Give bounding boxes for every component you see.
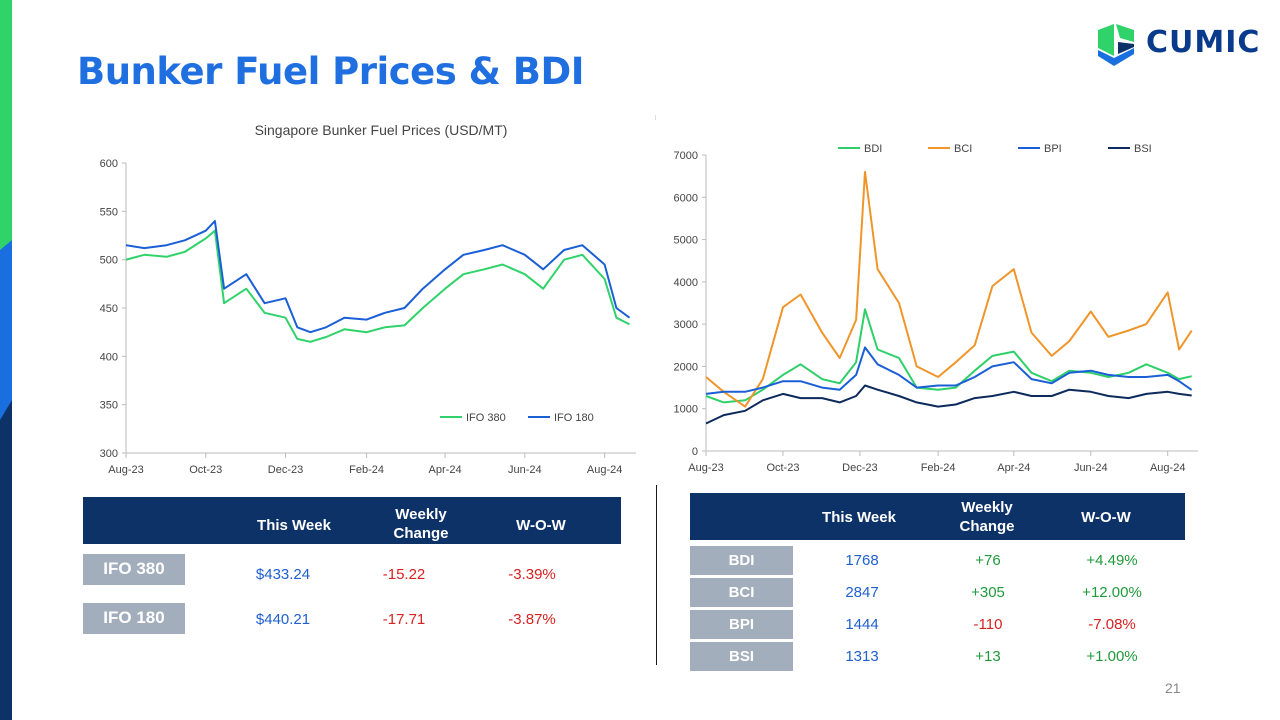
side-accent-bar <box>0 0 12 720</box>
x-tick-label: Apr-24 <box>997 462 1030 474</box>
legend-label: IFO 180 <box>554 412 594 424</box>
dry-bulk-index-chart: 0 1000 2000 3000 4000 5000 6000 7000 Aug-23 Oct-2… <box>660 135 1220 480</box>
ifo180-change: -17.71 <box>382 611 426 628</box>
y-tick-label: 550 <box>100 206 118 218</box>
row-label-ifo180: IFO 180 <box>83 603 185 634</box>
series-line-bsi <box>705 384 1192 425</box>
bdi-this-week: 1768 <box>845 552 879 569</box>
x-tick-label: Jun-24 <box>508 464 542 476</box>
header-weekly-change: Weekly Change <box>393 506 449 542</box>
ifo380-this-week: $433.24 <box>255 566 311 583</box>
x-tick-label: Feb-24 <box>921 462 956 474</box>
bpi-this-week: 1444 <box>845 616 879 633</box>
header-weekly-change: Weekly Change <box>959 499 1015 535</box>
page-number: 21 <box>1165 680 1181 696</box>
y-tick-label: 0 <box>692 446 698 458</box>
x-tick-label: Aug-23 <box>108 464 143 476</box>
x-tick-label: Apr-24 <box>429 464 462 476</box>
y-tick-label: 600 <box>100 158 118 170</box>
x-tick-label: Jun-24 <box>1074 462 1108 474</box>
x-tick-label: Aug-23 <box>688 462 723 474</box>
bsi-wow: +1.00% <box>1086 648 1138 665</box>
series-line-bdi <box>705 308 1192 404</box>
ifo180-wow: -3.87% <box>508 611 556 628</box>
y-tick-label: 400 <box>100 351 118 363</box>
legend-label: BPI <box>1044 143 1062 155</box>
fuel-table-header: This Week Weekly Change W-O-W <box>83 497 621 544</box>
series-line-bpi <box>705 346 1193 395</box>
legend-label: IFO 380 <box>466 412 506 424</box>
bci-wow: +12.00% <box>1082 584 1142 601</box>
header-wow: W-O-W <box>516 517 566 534</box>
row-label-ifo380: IFO 380 <box>83 554 185 585</box>
section-divider <box>656 485 657 665</box>
bunker-fuel-chart-svg: 300 350 400 450 500 550 600 Aug-23 Oct-23 Dec-23 F… <box>100 122 636 476</box>
bsi-this-week: 1313 <box>845 648 879 665</box>
chart-title: Singapore Bunker Fuel Prices (USD/MT) <box>255 122 508 138</box>
bsi-change: +13 <box>975 648 1001 665</box>
x-tick-label: Aug-24 <box>587 464 622 476</box>
dry-bulk-index-chart-svg: 0 1000 2000 3000 4000 5000 6000 7000 Aug-23 Oct-2… <box>674 143 1198 474</box>
row-label-bdi: BDI <box>690 546 793 575</box>
series-line-bci <box>705 170 1193 408</box>
ifo380-wow: -3.39% <box>508 566 556 583</box>
y-tick-label: 300 <box>100 448 118 460</box>
bpi-change: -110 <box>973 616 1003 633</box>
page-title: Bunker Fuel Prices & BDI <box>77 50 584 93</box>
y-tick-label: 3000 <box>674 319 698 331</box>
y-tick-label: 1000 <box>674 404 698 416</box>
bdi-wow: +4.49% <box>1086 552 1138 569</box>
y-tick-label: 5000 <box>674 235 698 247</box>
x-tick-label: Oct-23 <box>189 464 222 476</box>
logo-icon <box>1098 24 1134 66</box>
company-logo: CUMIC <box>1096 20 1261 70</box>
index-table-header: This Week Weekly Change W-O-W <box>690 493 1185 540</box>
legend-label: BDI <box>864 143 882 155</box>
row-label-bsi: BSI <box>690 642 793 671</box>
header-wow: W-O-W <box>1081 509 1131 526</box>
x-tick-label: Dec-23 <box>842 462 877 474</box>
row-label-bpi: BPI <box>690 610 793 639</box>
ifo380-change: -15.22 <box>382 566 426 583</box>
series-line-ifo-180 <box>125 220 631 334</box>
y-tick-label: 2000 <box>674 361 698 373</box>
header-this-week: This Week <box>257 517 331 534</box>
x-tick-label: Oct-23 <box>766 462 799 474</box>
series-line-ifo-380 <box>125 229 630 343</box>
y-tick-label: 4000 <box>674 277 698 289</box>
ifo180-this-week: $440.21 <box>255 611 311 628</box>
y-tick-label: 7000 <box>674 150 698 162</box>
bunker-fuel-chart: 300 350 400 450 500 550 600 Aug-23 Oct-23 Dec-23 F… <box>78 115 648 490</box>
y-tick-label: 500 <box>100 255 118 267</box>
bci-change: +305 <box>971 584 1005 601</box>
legend-label: BSI <box>1134 143 1152 155</box>
row-label-bci: BCI <box>690 578 793 607</box>
logo-text: CUMIC <box>1146 25 1261 60</box>
chart-divider <box>655 115 656 120</box>
bdi-change: +76 <box>975 552 1001 569</box>
legend-label: BCI <box>954 143 972 155</box>
y-tick-label: 6000 <box>674 192 698 204</box>
y-tick-label: 350 <box>100 400 118 412</box>
x-tick-label: Aug-24 <box>1150 462 1185 474</box>
bci-this-week: 2847 <box>845 584 879 601</box>
bpi-wow: -7.08% <box>1088 616 1136 633</box>
header-this-week: This Week <box>822 509 896 526</box>
x-tick-label: Feb-24 <box>349 464 384 476</box>
x-tick-label: Dec-23 <box>268 464 303 476</box>
y-tick-label: 450 <box>100 303 118 315</box>
